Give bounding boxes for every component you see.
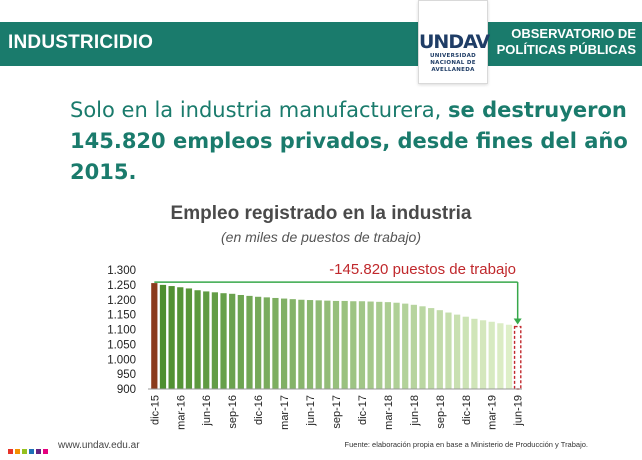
- logo-line-3: AVELLANEDA: [431, 67, 475, 73]
- color-dot: [8, 449, 13, 454]
- x-tick-label: mar-18: [383, 395, 395, 430]
- bar: [376, 301, 383, 389]
- x-tick-label: mar-19: [487, 395, 499, 430]
- bar: [203, 291, 210, 389]
- bar: [298, 299, 305, 389]
- bar: [280, 298, 288, 389]
- bar: [194, 290, 201, 389]
- bar: [229, 293, 236, 389]
- y-tick-label: 900: [117, 384, 136, 396]
- x-tick-label: sep-17: [331, 395, 343, 429]
- y-tick-label: 1.050: [107, 339, 136, 351]
- bar: [454, 314, 461, 389]
- bar: [220, 293, 227, 389]
- bar: [211, 292, 218, 389]
- observatorio-label: OBSERVATORIO DE POLÍTICAS PÚBLICAS: [497, 26, 636, 58]
- header-band: [0, 22, 642, 66]
- x-tick-label: mar-17: [279, 395, 291, 430]
- x-tick-label: jun-16: [201, 395, 213, 427]
- bar: [471, 318, 478, 389]
- bar: [358, 301, 366, 389]
- color-dot: [36, 449, 41, 454]
- bar: [479, 320, 487, 389]
- x-tick-label: jun-17: [305, 395, 317, 427]
- x-tick-label: jun-18: [409, 395, 421, 427]
- color-dot: [22, 449, 27, 454]
- bar: [332, 300, 340, 389]
- x-tick-label: dic-16: [253, 395, 265, 425]
- brand-title: INDUSTRICIDIO: [8, 32, 154, 53]
- x-tick-label: jun-19: [513, 395, 525, 427]
- color-dot: [43, 449, 48, 454]
- y-tick-label: 1.000: [107, 354, 136, 366]
- bar: [315, 300, 322, 389]
- observatorio-line-1: OBSERVATORIO DE: [511, 26, 636, 41]
- bar: [306, 300, 314, 389]
- x-tick-label: sep-18: [435, 395, 447, 429]
- chart-subtitle: (en miles de puestos de trabajo): [221, 229, 421, 245]
- bar: [488, 321, 495, 389]
- bar: [177, 287, 184, 389]
- bar: [410, 304, 417, 389]
- x-tick-label: dic-17: [357, 395, 369, 425]
- bar-chart: 1.300 1.250 1.200 1.150 1.100 1.050 1.000 950 90…: [107, 261, 525, 430]
- bar: [384, 302, 392, 389]
- bar: [255, 296, 262, 389]
- bar: [402, 303, 409, 389]
- headline-regular: Solo en la industria manufacturera,: [70, 98, 449, 122]
- bar: [419, 306, 426, 389]
- headline: Solo en la industria manufacturera, se d…: [70, 95, 630, 188]
- y-tick-label: 950: [117, 369, 136, 381]
- undav-logo: UNDAV UNIVERSIDAD NACIONAL DE AVELLANEDA: [418, 0, 490, 84]
- bar: [436, 310, 443, 389]
- bar: [289, 299, 296, 389]
- annotation-label: -145.820 puestos de trabajo: [329, 261, 516, 278]
- bar: [324, 300, 331, 389]
- bar: [497, 323, 504, 389]
- chart-title: Empleo registrado en la industria: [170, 203, 472, 224]
- color-dot: [29, 449, 34, 454]
- bar: [168, 286, 175, 389]
- top-bar: INDUSTRICIDIO UNDAV UNIVERSIDAD NACIONAL…: [0, 0, 642, 84]
- logo-line-1: UNIVERSIDAD: [429, 53, 477, 59]
- x-tick-label: mar-16: [175, 395, 187, 430]
- bar: [185, 288, 193, 389]
- logo-line-2: NACIONAL DE: [430, 60, 476, 66]
- observatorio-line-2: POLÍTICAS PÚBLICAS: [496, 42, 636, 57]
- bar: [505, 324, 513, 389]
- footer-url[interactable]: www.undav.edu.ar: [58, 440, 140, 451]
- bar: [445, 312, 452, 389]
- y-tick-label: 1.100: [107, 325, 136, 337]
- bar: [428, 308, 435, 389]
- x-tick-label: dic-15: [149, 395, 161, 425]
- y-tick-label: 1.150: [107, 310, 136, 322]
- bar: [367, 301, 374, 389]
- bar: [462, 316, 469, 389]
- color-dot: [15, 449, 20, 454]
- y-tick-label: 1.250: [107, 280, 136, 292]
- annotation-arrow-head: [513, 318, 522, 325]
- y-tick-label: 1.300: [107, 265, 136, 277]
- bar: [237, 294, 244, 389]
- bar: [272, 297, 279, 389]
- x-tick-label: dic-18: [461, 395, 473, 425]
- bar: [350, 301, 357, 389]
- bar: [513, 325, 522, 390]
- source-note: Fuente: elaboración propia en base a Min…: [344, 440, 588, 449]
- bar: [246, 295, 253, 389]
- x-tick-label: sep-16: [227, 395, 239, 429]
- bar: [263, 297, 270, 389]
- bar: [151, 283, 158, 389]
- y-tick-label: 1.200: [107, 295, 136, 307]
- color-dots: [8, 441, 50, 459]
- bar: [159, 284, 167, 389]
- bar: [393, 302, 400, 389]
- headline-bold: se destruyeron 145.820 empleos privados,…: [70, 98, 628, 184]
- bar: [341, 300, 348, 389]
- logo-mark: UNDAV: [419, 31, 490, 53]
